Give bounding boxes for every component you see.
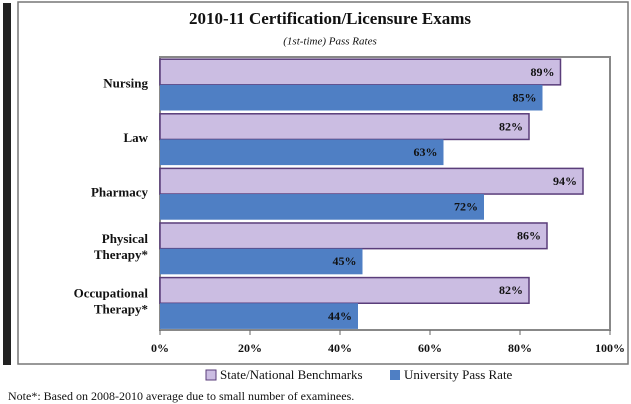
side-border (3, 3, 11, 365)
value-label: 94% (553, 174, 577, 188)
bar (160, 84, 543, 111)
chart-title: 2010-11 Certification/Licensure Exams (189, 9, 471, 28)
y-tick-label: Law (123, 130, 148, 145)
legend-label: University Pass Rate (404, 367, 513, 382)
legend-label: State/National Benchmarks (220, 367, 363, 382)
value-label: 85% (513, 90, 537, 104)
bar (160, 303, 358, 329)
value-label: 63% (414, 145, 438, 159)
y-tick-label: Physical Therapy* (94, 231, 149, 262)
y-tick-label: Pharmacy (91, 184, 149, 199)
bar (159, 167, 584, 195)
bar (159, 58, 562, 86)
value-label: 72% (454, 200, 478, 214)
x-tick-label: 80% (508, 341, 532, 355)
value-label: 82% (499, 119, 523, 133)
bar (159, 276, 530, 304)
bar (159, 222, 548, 250)
value-label: 82% (499, 283, 523, 297)
y-tick-label: Occupational Therapy* (74, 286, 149, 317)
legend-swatch (390, 370, 400, 380)
bar (160, 194, 484, 220)
bar (159, 113, 530, 141)
legend-swatch (205, 369, 217, 381)
chart-frame (17, 1, 629, 365)
y-tick-label: Nursing (103, 75, 148, 90)
value-label: 45% (333, 254, 357, 268)
x-tick-label: 20% (238, 341, 262, 355)
bar (160, 248, 363, 275)
note: Note*: Based on 2008-2010 average due to… (8, 389, 354, 403)
value-label: 89% (531, 65, 555, 79)
x-tick-label: 0% (151, 341, 169, 355)
value-label: 86% (517, 229, 541, 243)
chart-subtitle: (1st-time) Pass Rates (283, 36, 376, 48)
x-tick-label: 100% (595, 341, 625, 355)
bar (160, 139, 444, 166)
x-tick-label: 40% (328, 341, 352, 355)
value-label: 44% (328, 309, 352, 323)
x-tick-label: 60% (418, 341, 442, 355)
